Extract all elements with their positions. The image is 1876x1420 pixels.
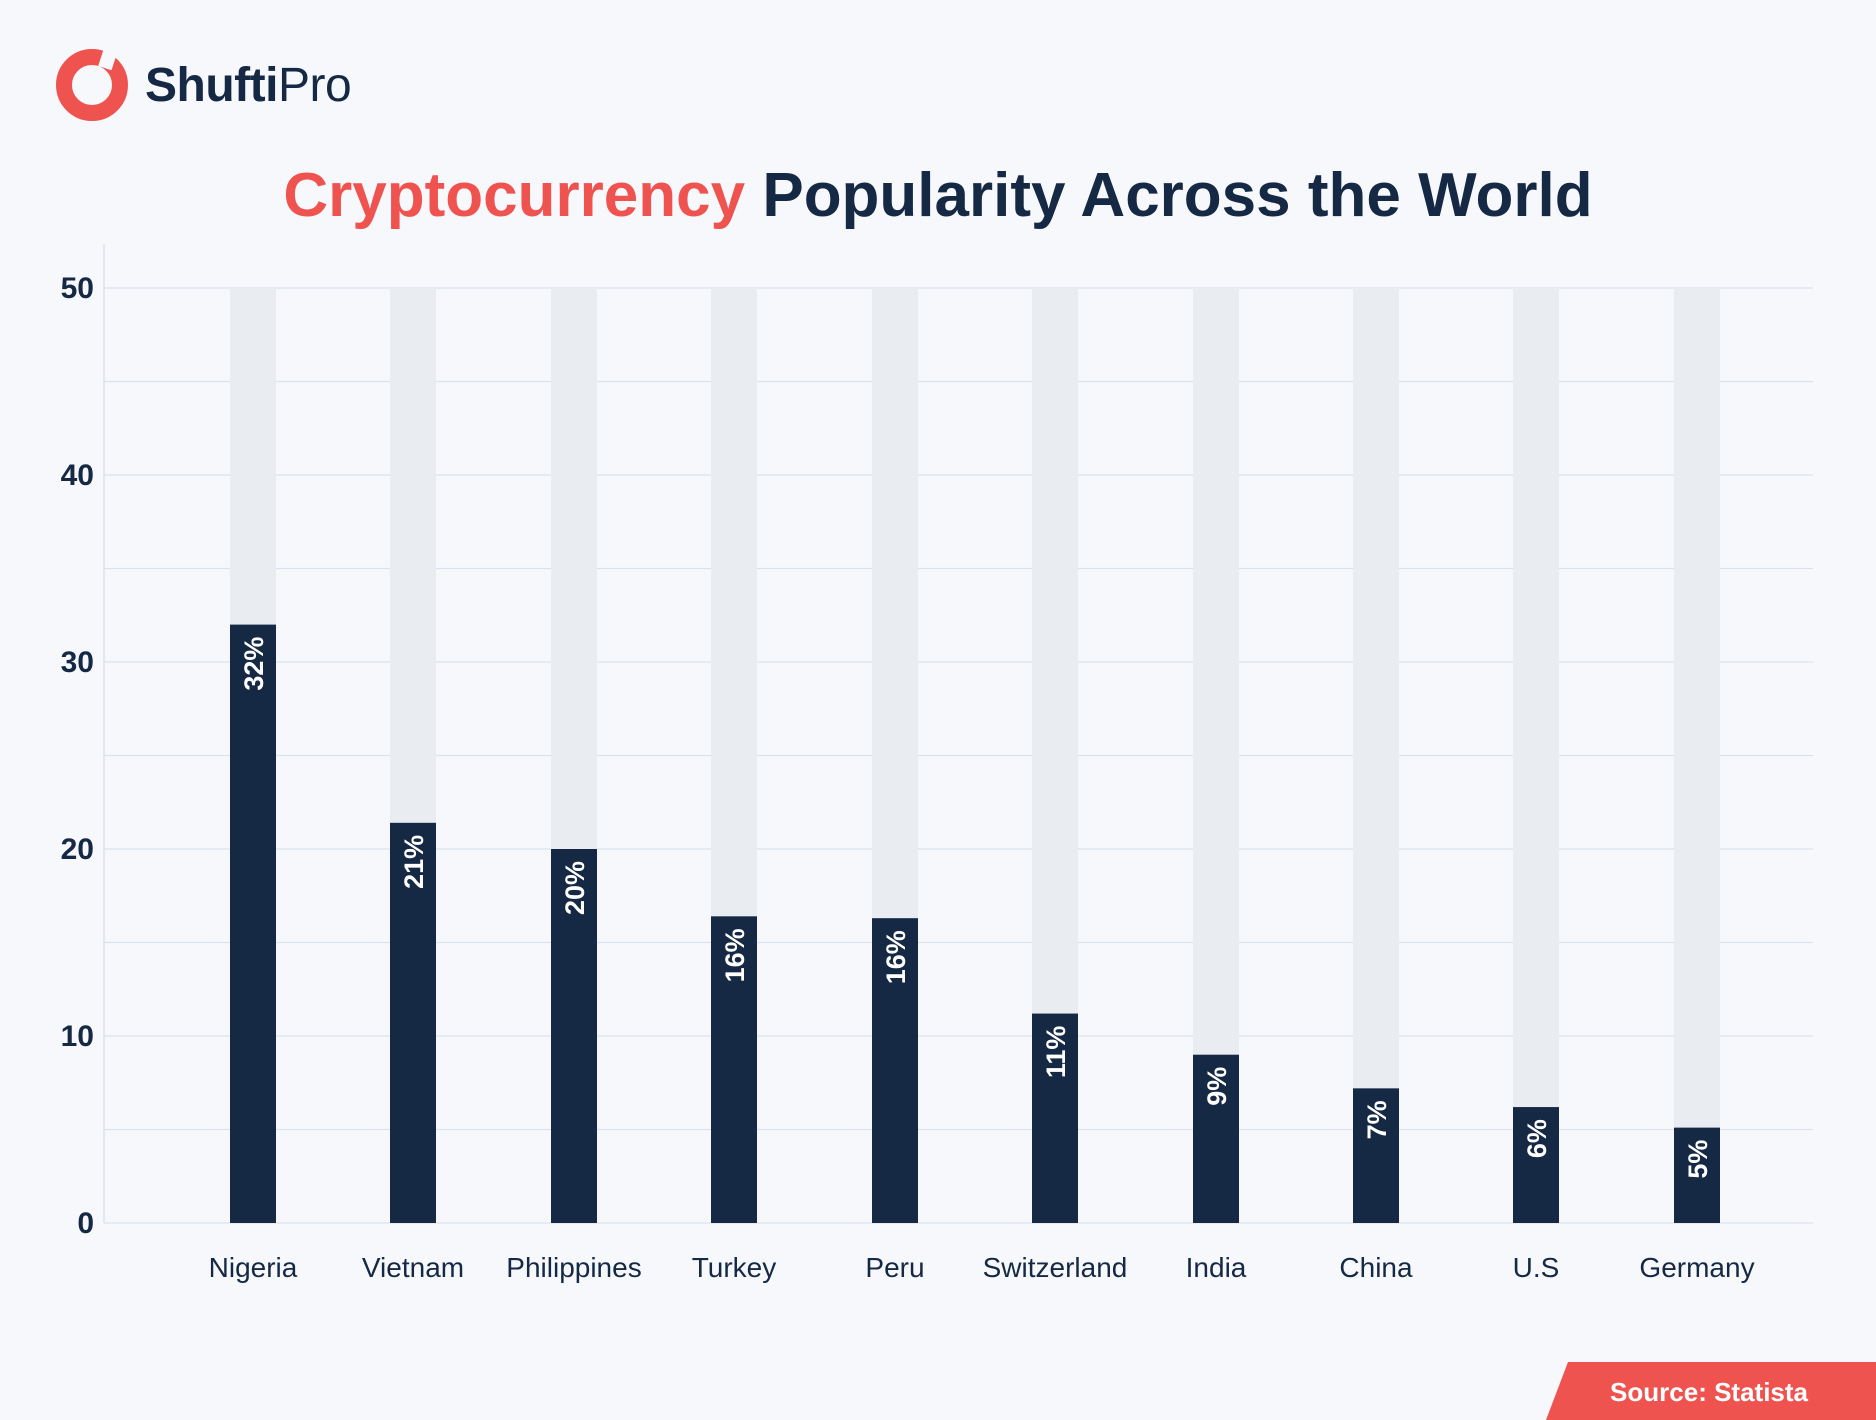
bar-data-label: 11% — [1041, 1026, 1071, 1079]
bar-data-label: 5% — [1683, 1140, 1713, 1179]
x-tick-label: Switzerland — [983, 1252, 1128, 1283]
bar-data-label: 16% — [881, 930, 911, 984]
bar — [230, 624, 276, 1223]
bar — [390, 822, 436, 1223]
bar — [1193, 1054, 1239, 1223]
bar — [1674, 1127, 1720, 1223]
chart-title-accent: Cryptocurrency — [283, 161, 746, 230]
chart-title: Cryptocurrency Popularity Across the Wor… — [0, 160, 1876, 231]
y-tick-label: 50 — [61, 272, 94, 305]
source-badge — [1546, 1362, 1876, 1420]
bar-data-label: 32% — [239, 637, 269, 691]
x-tick-label: U.S — [1513, 1252, 1560, 1283]
bar-track — [1513, 288, 1559, 1223]
x-tick-label: Germany — [1639, 1252, 1754, 1283]
shufti-pro-logo-icon — [56, 45, 128, 121]
bar-data-label: 9% — [1202, 1067, 1232, 1106]
chart-title-rest: Popularity Across the World — [745, 161, 1593, 230]
bar — [1032, 1013, 1078, 1223]
brand-logo: ShuftiPro — [50, 40, 370, 136]
brand-name-bold: Shufti — [145, 59, 278, 112]
bar-data-label: 16% — [720, 928, 750, 982]
x-tick-label: Peru — [865, 1252, 924, 1283]
bar-data-label: 7% — [1362, 1100, 1392, 1139]
bar-data-label: 20% — [560, 861, 590, 915]
y-tick-label: 0 — [77, 1207, 94, 1240]
source-label: Source: Statista — [1610, 1377, 1808, 1407]
bar — [1513, 1107, 1559, 1223]
bar — [551, 849, 597, 1223]
x-tick-label: Philippines — [506, 1252, 641, 1283]
y-tick-label: 40 — [61, 459, 94, 492]
bar — [1353, 1088, 1399, 1223]
brand-name-light: Pro — [277, 59, 352, 112]
bar — [711, 916, 757, 1223]
bar-data-label: 21% — [399, 835, 429, 889]
x-tick-label: Vietnam — [362, 1252, 464, 1283]
bar-track — [1674, 288, 1720, 1223]
x-tick-label: Nigeria — [209, 1252, 298, 1283]
x-tick-label: Turkey — [692, 1252, 777, 1283]
x-tick-label: India — [1186, 1252, 1247, 1283]
bar-data-label: 6% — [1522, 1119, 1552, 1158]
y-tick-label: 30 — [61, 646, 94, 679]
bar-chart: 0 10 20 30 40 50 32% Nigeria 21% Vietnam 20% Philip… — [61, 244, 1813, 1283]
bar-track — [1353, 288, 1399, 1223]
bar — [872, 918, 918, 1223]
x-tick-label: China — [1339, 1252, 1413, 1283]
y-tick-label: 10 — [61, 1020, 94, 1053]
y-tick-label: 20 — [61, 833, 94, 866]
brand-name: ShuftiPro — [145, 58, 352, 113]
